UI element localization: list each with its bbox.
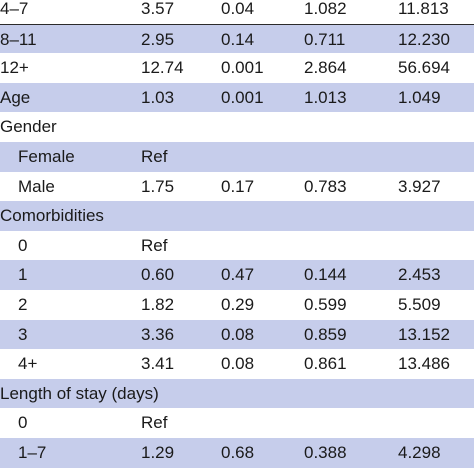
row-label: Female [18, 146, 75, 166]
table-row: 3 3.36 0.08 0.859 13.152 [0, 319, 474, 350]
row-label: Age [0, 87, 31, 107]
odds-ratio: 1.75 [141, 176, 175, 196]
p-value: 0.001 [221, 87, 264, 107]
row-label: 4–7 [0, 0, 29, 18]
ci-lower: 1.082 [304, 0, 347, 18]
ci-upper: 11.813 [398, 0, 449, 18]
p-value: 0.08 [221, 354, 255, 374]
ci-lower: 0.783 [304, 176, 347, 196]
odds-ratio: 2.95 [141, 29, 175, 49]
odds-ratio: 1.82 [141, 294, 175, 314]
ci-upper: 13.486 [398, 354, 450, 374]
odds-ratio: 1.03 [141, 87, 175, 107]
ci-upper: 12.230 [398, 29, 450, 49]
row-label: Comorbidities [0, 206, 104, 226]
ci-lower: 0.388 [304, 442, 347, 462]
odds-ratio: 3.36 [141, 324, 175, 344]
ci-lower: 2.864 [304, 58, 347, 78]
odds-ratio: 3.57 [141, 0, 175, 18]
p-value: 0.29 [221, 294, 255, 314]
table-row: 8–11 2.95 0.14 0.711 12.230 [0, 23, 474, 54]
table-row: 4–7 3.57 0.04 1.082 11.813 [0, 0, 474, 24]
table-row: 0 Ref [0, 231, 474, 261]
odds-ratio: 1.29 [141, 442, 175, 462]
table-row: Comorbidities [0, 201, 474, 231]
table-row: 12+ 12.74 0.001 2.864 56.694 [0, 53, 474, 83]
row-label: 12+ [0, 58, 29, 78]
row-label: 2 [18, 294, 28, 314]
ci-upper: 1.049 [398, 87, 441, 107]
row-label: 3 [18, 324, 28, 344]
ci-upper: 13.152 [398, 324, 450, 344]
odds-ratio: Ref [141, 413, 168, 433]
table-row: Male 1.75 0.17 0.783 3.927 [0, 172, 474, 202]
p-value: 0.04 [221, 0, 255, 18]
ci-lower: 0.599 [304, 294, 347, 314]
ci-upper: 2.453 [398, 265, 441, 285]
ci-upper: 56.694 [398, 58, 450, 78]
table-row: 2 1.82 0.29 0.599 5.509 [0, 290, 474, 320]
table-row: 1 0.60 0.47 0.144 2.453 [0, 260, 474, 290]
odds-ratio: 12.74 [141, 58, 184, 78]
p-value: 0.001 [221, 58, 264, 78]
table-row: Gender [0, 112, 474, 142]
table-row: Age 1.03 0.001 1.013 1.049 [0, 82, 474, 113]
row-label: 0 [18, 413, 28, 433]
ci-upper: 4.298 [398, 442, 441, 462]
ci-upper: 3.927 [398, 176, 441, 196]
p-value: 0.68 [221, 442, 255, 462]
table-row: 4+ 3.41 0.08 0.861 13.486 [0, 349, 474, 379]
table-row: 0 Ref [0, 408, 474, 438]
table-row: Female Ref [0, 141, 474, 172]
ci-lower: 0.711 [304, 29, 346, 49]
ci-lower: 1.013 [304, 87, 347, 107]
odds-ratio: 0.60 [141, 265, 175, 285]
row-label: Male [18, 176, 55, 196]
odds-ratio: Ref [141, 146, 168, 166]
table-row: 1–7 1.29 0.68 0.388 4.298 [0, 437, 474, 468]
row-label: 4+ [18, 354, 38, 374]
row-label: Gender [0, 117, 57, 137]
row-label: 0 [18, 235, 28, 255]
row-label: 8–11 [0, 29, 37, 49]
odds-ratio: Ref [141, 235, 168, 255]
ci-lower: 0.859 [304, 324, 347, 344]
p-value: 0.47 [221, 265, 255, 285]
ci-lower: 0.144 [304, 265, 347, 285]
row-label: 1–7 [18, 442, 47, 462]
odds-ratio: 3.41 [141, 354, 175, 374]
ci-lower: 0.861 [304, 354, 347, 374]
row-label: Length of stay (days) [0, 383, 159, 403]
p-value: 0.08 [221, 324, 255, 344]
table-row: Length of stay (days) [0, 378, 474, 409]
p-value: 0.14 [221, 29, 255, 49]
p-value: 0.17 [221, 176, 255, 196]
ci-upper: 5.509 [398, 294, 441, 314]
row-label: 1 [18, 265, 28, 285]
